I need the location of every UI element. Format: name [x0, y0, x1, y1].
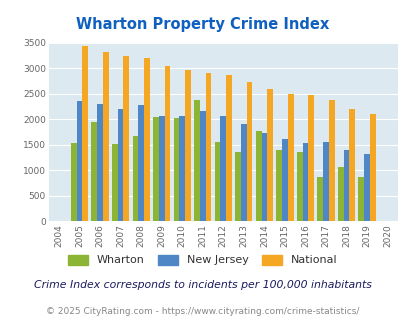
Bar	[234, 152, 241, 221]
Bar	[307, 95, 313, 221]
Bar	[103, 51, 109, 221]
Bar	[164, 66, 170, 221]
Bar	[255, 131, 261, 221]
Bar	[343, 150, 349, 221]
Bar	[132, 136, 138, 221]
Bar	[179, 116, 185, 221]
Bar	[199, 111, 205, 221]
Bar	[328, 100, 334, 221]
Bar	[369, 114, 375, 221]
Bar	[287, 94, 293, 221]
Bar	[144, 58, 149, 221]
Legend: Wharton, New Jersey, National: Wharton, New Jersey, National	[68, 255, 337, 265]
Bar	[302, 143, 307, 221]
Text: © 2025 CityRating.com - https://www.cityrating.com/crime-statistics/: © 2025 CityRating.com - https://www.city…	[46, 307, 359, 316]
Bar	[337, 167, 343, 221]
Bar	[205, 74, 211, 221]
Bar	[123, 56, 129, 221]
Bar	[194, 100, 199, 221]
Bar	[246, 82, 252, 221]
Bar	[349, 109, 354, 221]
Bar	[185, 70, 190, 221]
Bar	[214, 142, 220, 221]
Bar	[91, 122, 97, 221]
Bar	[358, 177, 363, 221]
Text: Crime Index corresponds to incidents per 100,000 inhabitants: Crime Index corresponds to incidents per…	[34, 280, 371, 290]
Bar	[322, 142, 328, 221]
Bar	[281, 139, 287, 221]
Bar	[261, 133, 266, 221]
Bar	[153, 117, 158, 221]
Bar	[241, 124, 246, 221]
Bar	[138, 105, 144, 221]
Bar	[317, 177, 322, 221]
Bar	[97, 104, 103, 221]
Bar	[296, 152, 302, 221]
Bar	[117, 109, 123, 221]
Bar	[77, 101, 82, 221]
Bar	[112, 144, 117, 221]
Bar	[226, 76, 231, 221]
Bar	[220, 116, 226, 221]
Bar	[266, 89, 272, 221]
Bar	[363, 154, 369, 221]
Text: Wharton Property Crime Index: Wharton Property Crime Index	[76, 17, 329, 32]
Bar	[276, 150, 281, 221]
Bar	[173, 118, 179, 221]
Bar	[71, 143, 77, 221]
Bar	[82, 47, 88, 221]
Bar	[158, 116, 164, 221]
